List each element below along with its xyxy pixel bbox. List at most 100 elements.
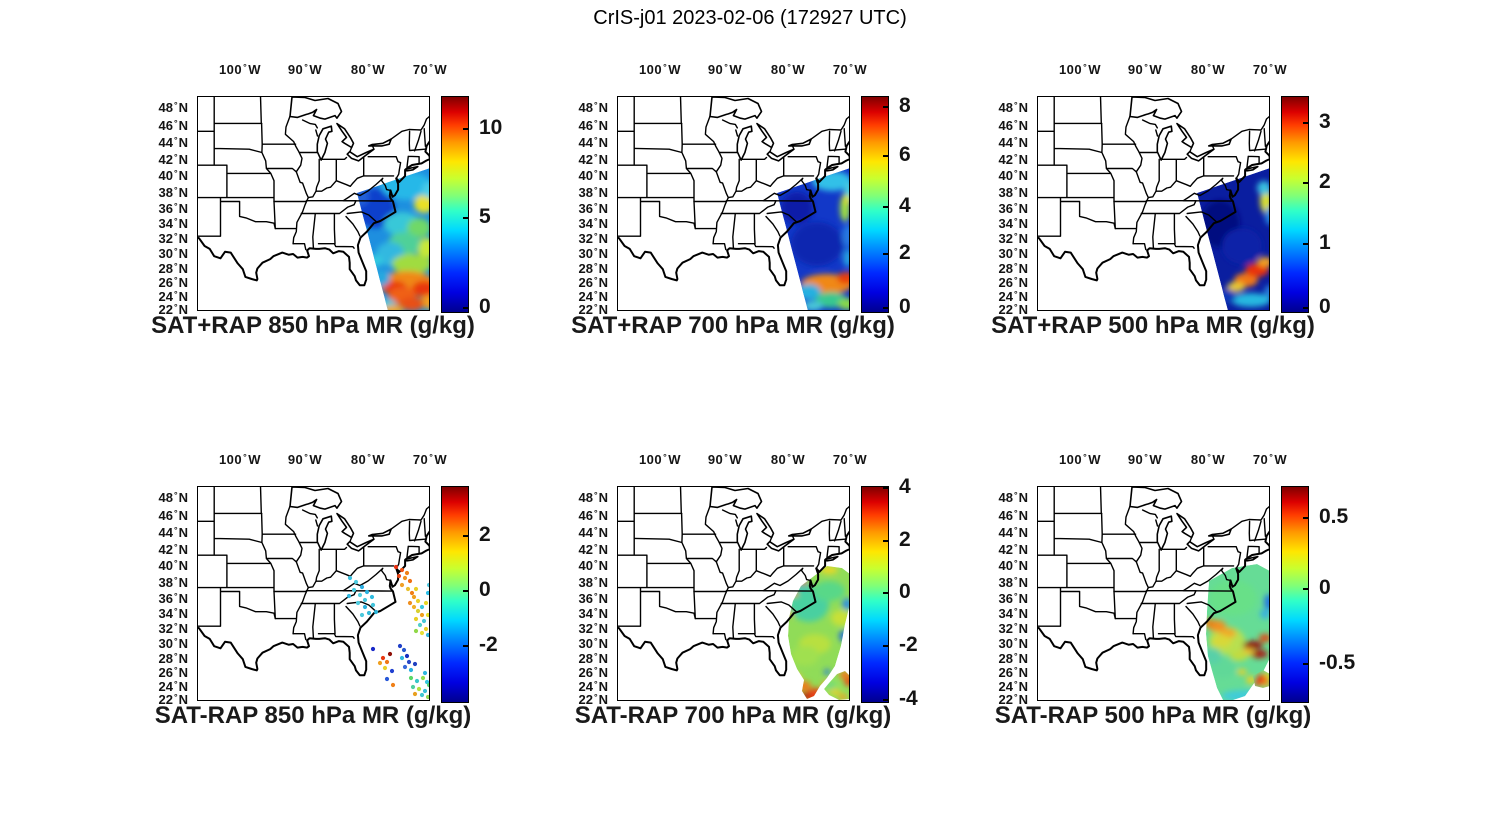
obs-dot xyxy=(419,692,425,698)
obs-dot xyxy=(409,590,415,596)
lat-tick-label: 30°N xyxy=(578,246,608,261)
lat-tick-label: 36°N xyxy=(158,201,188,216)
figure-title: CrIS-j01 2023-02-06 (172927 UTC) xyxy=(593,7,907,29)
lat-tick-label: 32°N xyxy=(578,231,608,246)
colorbar-tick-label: 0 xyxy=(1319,295,1331,319)
obs-dot xyxy=(401,647,407,653)
obs-dot xyxy=(399,567,405,573)
colorbar-tick-label: 0 xyxy=(899,580,911,604)
obs-dot xyxy=(390,682,396,688)
lon-tick-label: 80°W xyxy=(350,452,386,467)
colorbar-tick xyxy=(883,487,888,490)
colorbar-tick-label: 5 xyxy=(479,205,491,229)
obs-dot xyxy=(384,659,390,665)
lon-tick-label: 70°W xyxy=(1252,452,1288,467)
lat-tick-label: 44°N xyxy=(158,525,188,540)
panel-title: SAT+RAP 850 hPa MR (g/kg) xyxy=(151,312,475,339)
obs-dot xyxy=(425,590,430,596)
satellite-swath xyxy=(357,168,430,311)
colorbar xyxy=(441,96,469,313)
colorbar-tick xyxy=(463,128,468,131)
obs-dot xyxy=(412,691,418,697)
lon-tick-label: 90°W xyxy=(1127,452,1163,467)
lat-tick-label: 46°N xyxy=(158,118,188,133)
lat-tick-label: 34°N xyxy=(578,216,608,231)
colorbar-tick-label: 1 xyxy=(1319,231,1331,255)
lat-tick-label: 28°N xyxy=(158,651,188,666)
lon-tick-label: 80°W xyxy=(350,62,386,77)
obs-dot xyxy=(417,622,423,628)
lat-tick-label: 44°N xyxy=(998,525,1028,540)
obs-dot xyxy=(413,586,419,592)
swath-layer xyxy=(1197,168,1270,311)
colorbar-tick xyxy=(883,307,888,310)
lat-tick-label: 22°N xyxy=(578,302,608,317)
colorbar-tick-label: 2 xyxy=(1319,170,1331,193)
obs-dot xyxy=(413,616,419,622)
obs-dot xyxy=(359,612,365,618)
lat-tick-label: 26°N xyxy=(998,665,1028,680)
map-frame xyxy=(617,96,850,311)
panel-title: SAT-RAP 700 hPa MR (g/kg) xyxy=(574,702,892,729)
obs-dot xyxy=(393,564,399,570)
lat-tick-label: 46°N xyxy=(158,508,188,523)
lat-tick-label: 42°N xyxy=(998,152,1028,167)
obs-dot xyxy=(389,668,395,674)
colorbar-tick xyxy=(883,154,888,157)
lat-tick-label: 48°N xyxy=(578,100,608,115)
lat-tick-label: 24°N xyxy=(578,289,608,304)
lat-tick-label: 44°N xyxy=(998,135,1028,150)
lat-tick-label: 44°N xyxy=(578,525,608,540)
lat-tick-label: 26°N xyxy=(578,665,608,680)
obs-dot xyxy=(370,646,376,652)
lat-tick-label: 44°N xyxy=(158,135,188,150)
obs-dot xyxy=(424,679,430,685)
lat-tick-label: 34°N xyxy=(578,606,608,621)
lat-tick-label: 40°N xyxy=(998,168,1028,183)
colorbar-tick-label: 0 xyxy=(1319,576,1331,600)
lon-tick-label: 90°W xyxy=(1127,62,1163,77)
colorbar-tick-label: 0 xyxy=(899,295,911,319)
obs-dot xyxy=(411,604,417,610)
obs-dot xyxy=(416,686,422,692)
lat-tick-label: 40°N xyxy=(578,558,608,573)
obs-dot xyxy=(397,643,403,649)
obs-dot xyxy=(425,694,430,700)
lat-tick-label: 32°N xyxy=(578,621,608,636)
map-frame xyxy=(197,96,430,311)
obs-dot xyxy=(347,575,353,581)
lat-tick-label: 46°N xyxy=(578,508,608,523)
colorbar-tick xyxy=(1303,662,1308,665)
colorbar-tick xyxy=(883,253,888,256)
lat-tick-label: 48°N xyxy=(998,490,1028,505)
lon-tick-label: 80°W xyxy=(770,452,806,467)
obs-dot xyxy=(402,664,408,670)
lat-tick-label: 42°N xyxy=(158,152,188,167)
lat-tick-label: 28°N xyxy=(158,261,188,276)
obs-dot xyxy=(415,608,421,614)
obs-dot xyxy=(407,600,413,606)
lon-tick-label: 90°W xyxy=(707,452,743,467)
colorbar-tick-label: 4 xyxy=(899,194,911,218)
colorbar-tick xyxy=(463,645,468,648)
lat-tick-label: 28°N xyxy=(998,261,1028,276)
lat-tick-label: 28°N xyxy=(998,651,1028,666)
map-plot xyxy=(617,486,850,701)
colorbar-tick xyxy=(1303,182,1308,184)
satellite-swath xyxy=(788,566,850,699)
obs-dot xyxy=(366,610,372,616)
obs-dot xyxy=(373,609,379,615)
colorbar-tick xyxy=(883,105,888,108)
lat-tick-label: 24°N xyxy=(998,679,1028,694)
obs-dot xyxy=(380,655,386,661)
lat-tick-label: 40°N xyxy=(998,558,1028,573)
obs-dot xyxy=(419,630,425,636)
lat-tick-label: 44°N xyxy=(578,135,608,150)
lat-tick-label: 26°N xyxy=(578,275,608,290)
lat-tick-label: 30°N xyxy=(158,246,188,261)
panel-sat-plus-rap-850: 100°W 90°W 80°W 70°W 48°N 46°N 44°N 42°N 40°N 38… xyxy=(0,0,502,390)
map-frame xyxy=(1037,96,1270,311)
obs-dot xyxy=(420,675,426,681)
lat-tick-label: 46°N xyxy=(998,118,1028,133)
